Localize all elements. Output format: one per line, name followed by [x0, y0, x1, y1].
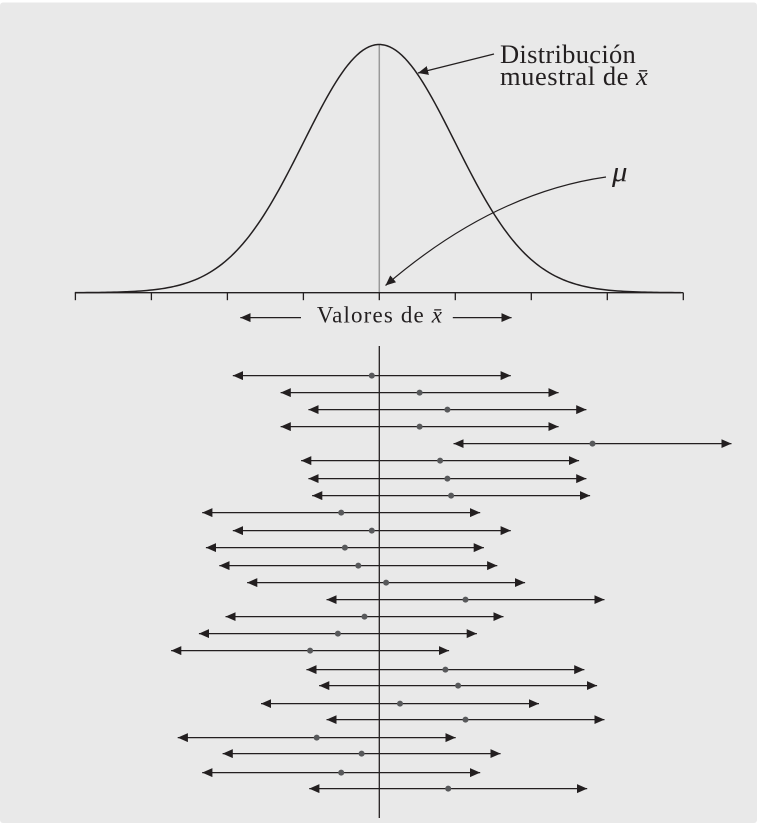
svg-text:Distribución: Distribución — [500, 39, 636, 69]
svg-text:μ: μ — [611, 157, 628, 188]
svg-text:muestral de x̄: muestral de x̄ — [500, 61, 648, 91]
svg-text:Valores de x̄: Valores de x̄ — [317, 303, 443, 328]
